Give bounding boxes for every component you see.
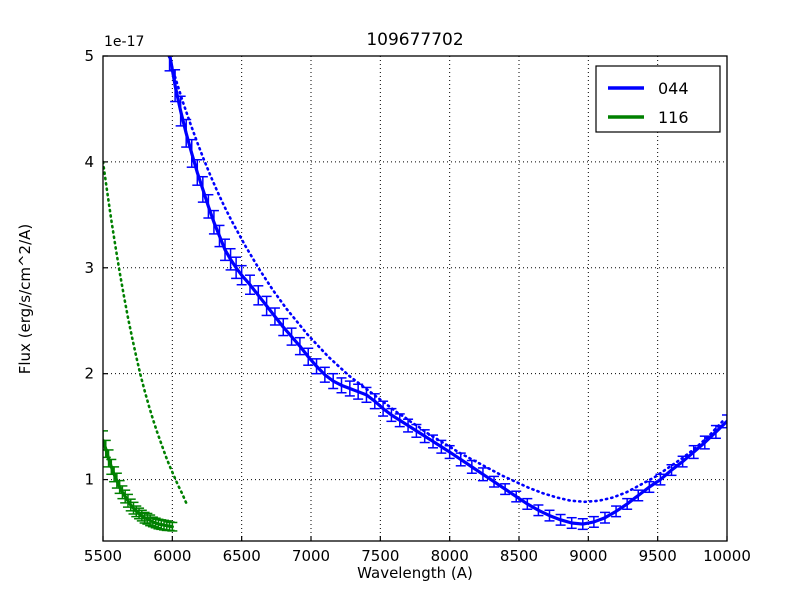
y-axis-label: Flux (erg/s/cm^2/A) — [16, 224, 34, 375]
model-curve-116-model — [103, 160, 188, 505]
legend-frame — [595, 65, 721, 133]
xtick-label-9500: 9500 — [639, 547, 677, 565]
xtick-label-10000: 10000 — [703, 547, 751, 565]
data-curve-044 — [168, 56, 727, 526]
plot-background — [103, 56, 727, 541]
ytick-label-4: 4 — [84, 153, 94, 171]
chart-title: 109677702 — [366, 30, 463, 50]
legend-label-044: 044 — [658, 79, 689, 98]
xtick-label-8000: 8000 — [431, 547, 469, 565]
ytick-label-1: 1 — [84, 471, 94, 489]
y-axis-offset-label: 1e-17 — [104, 34, 144, 50]
xtick-label-8500: 8500 — [500, 547, 538, 565]
x-axis-label: Wavelength (A) — [357, 564, 473, 582]
xtick-label-7500: 7500 — [361, 547, 399, 565]
ytick-label-3: 3 — [84, 259, 94, 277]
data-series-layer — [103, 56, 727, 532]
legend-label-116: 116 — [658, 108, 689, 127]
axes-spines — [102, 55, 728, 542]
tick-marks — [102, 55, 728, 541]
xtick-label-9000: 9000 — [569, 547, 607, 565]
ytick-label-5: 5 — [84, 47, 94, 65]
ytick-label-2: 2 — [84, 365, 94, 383]
tick-labels: 5500 6000 6500 7000 7500 8000 8500 9000 9500 1000… — [84, 47, 751, 565]
xtick-label-6000: 6000 — [153, 547, 191, 565]
model-curve-044-model — [167, 56, 725, 504]
xtick-label-5500: 5500 — [84, 547, 122, 565]
data-curve-116 — [103, 438, 174, 529]
xtick-label-7000: 7000 — [292, 547, 330, 565]
xtick-label-6500: 6500 — [223, 547, 261, 565]
legend[interactable]: 044 116 — [595, 65, 721, 133]
